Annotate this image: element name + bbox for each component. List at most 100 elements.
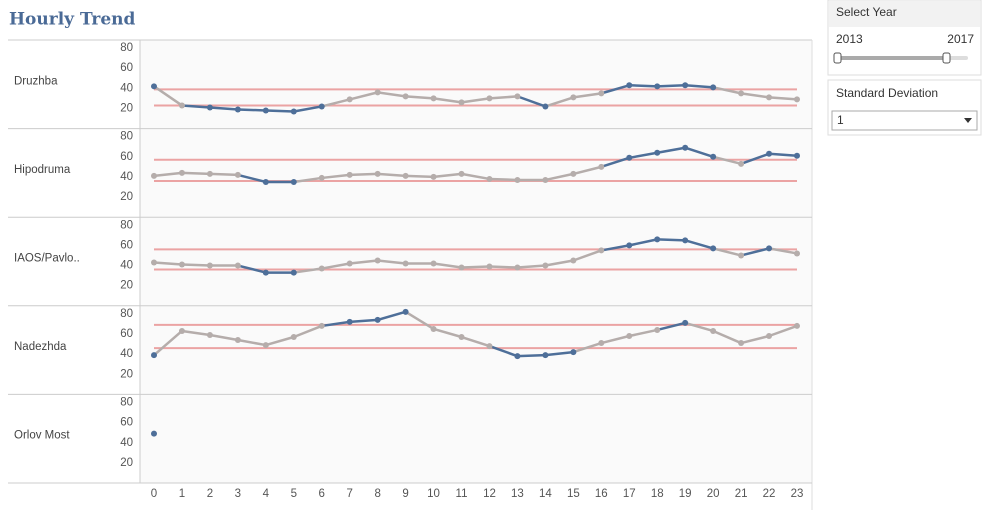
x-tick-label: 15 [567, 488, 580, 500]
x-tick-label: 3 [235, 488, 241, 500]
data-point [766, 245, 773, 252]
data-point [710, 327, 717, 334]
data-point [514, 353, 521, 360]
slider-handle[interactable] [942, 52, 951, 64]
row-label: Druzhba [14, 75, 58, 87]
line-segment [740, 334, 770, 345]
filter-label: Select Year [836, 5, 897, 19]
x-tick-label: 10 [427, 488, 440, 500]
x-tick-label: 18 [651, 488, 664, 500]
data-point [290, 334, 297, 341]
line-segment [181, 263, 210, 267]
data-point [626, 82, 633, 89]
data-point [151, 83, 157, 90]
data-point [402, 260, 409, 267]
data-point [430, 260, 437, 267]
line-segment [237, 338, 267, 347]
data-point [402, 93, 409, 100]
y-tick-label: 40 [120, 171, 133, 183]
data-point [458, 334, 465, 341]
y-tick-label: 60 [120, 239, 133, 251]
data-point [151, 352, 157, 359]
data-point [710, 153, 717, 160]
data-point [514, 264, 521, 271]
line-segment [209, 333, 239, 342]
x-tick-label: 11 [456, 488, 468, 500]
data-point [402, 172, 409, 179]
data-point [374, 170, 381, 177]
row-label: Hipodruma [14, 164, 71, 176]
data-point [794, 152, 800, 159]
line-segment [600, 84, 630, 95]
line-segment [461, 265, 490, 269]
data-point [318, 174, 325, 181]
dashboard-title: Hourly Trend [9, 10, 136, 30]
x-tick-label: 7 [346, 488, 352, 500]
data-point [402, 308, 409, 315]
data-point [234, 262, 241, 269]
data-point [542, 103, 549, 110]
x-tick-label: 0 [151, 488, 157, 500]
data-point [290, 178, 297, 185]
data-point [542, 352, 549, 359]
line-segment [404, 310, 435, 331]
data-point [290, 108, 297, 115]
slider-min: 2013 [836, 32, 863, 46]
line-segment [657, 84, 686, 88]
line-segment [433, 262, 462, 269]
line-segment [517, 264, 546, 269]
line-segment [181, 171, 210, 176]
y-tick-label: 60 [120, 417, 133, 429]
y-tick-label: 20 [120, 280, 133, 292]
line-segment [237, 108, 266, 112]
x-tick-label: 23 [791, 488, 804, 500]
y-tick-label: 60 [120, 62, 133, 74]
data-point [374, 257, 381, 264]
line-segment [740, 152, 770, 166]
line-segment [684, 146, 714, 158]
row-label: IAOS/Pavlo.. [14, 253, 80, 265]
data-point [206, 331, 213, 338]
line-segment [153, 330, 183, 357]
data-point [206, 170, 213, 177]
data-point [262, 178, 269, 185]
data-point [430, 173, 437, 180]
slider-handle[interactable] [833, 52, 842, 64]
line-segment [461, 335, 490, 348]
line-segment [572, 341, 602, 354]
dropdown-value: 1 [837, 113, 844, 127]
line-segment [629, 151, 658, 160]
line-segment [153, 85, 183, 107]
line-segment [181, 104, 211, 109]
y-tick-label: 40 [120, 82, 133, 94]
y-tick-label: 20 [120, 368, 133, 380]
data-point [570, 257, 577, 264]
line-segment [768, 152, 798, 158]
data-point [570, 170, 577, 177]
dropdown[interactable] [831, 110, 978, 131]
data-point [206, 262, 213, 269]
data-point [682, 237, 689, 244]
data-point [318, 322, 325, 329]
data-point [346, 318, 353, 325]
data-point [234, 337, 241, 344]
data-point [738, 340, 745, 347]
y-tick-label: 60 [120, 151, 133, 163]
y-tick-label: 40 [120, 260, 133, 272]
data-point [710, 84, 717, 91]
line-segment [265, 109, 294, 113]
line-segment [209, 106, 238, 111]
data-point [654, 83, 661, 90]
data-point [514, 93, 521, 100]
data-point [151, 259, 157, 266]
data-point [626, 333, 633, 340]
data-point [542, 262, 549, 269]
data-point [458, 170, 465, 177]
line-segment [321, 320, 350, 328]
data-point [430, 325, 437, 332]
line-segment [293, 105, 322, 113]
x-tick-label: 13 [511, 488, 524, 500]
line-segment [237, 173, 267, 184]
line-segment [489, 265, 518, 269]
line-segment [461, 172, 490, 181]
